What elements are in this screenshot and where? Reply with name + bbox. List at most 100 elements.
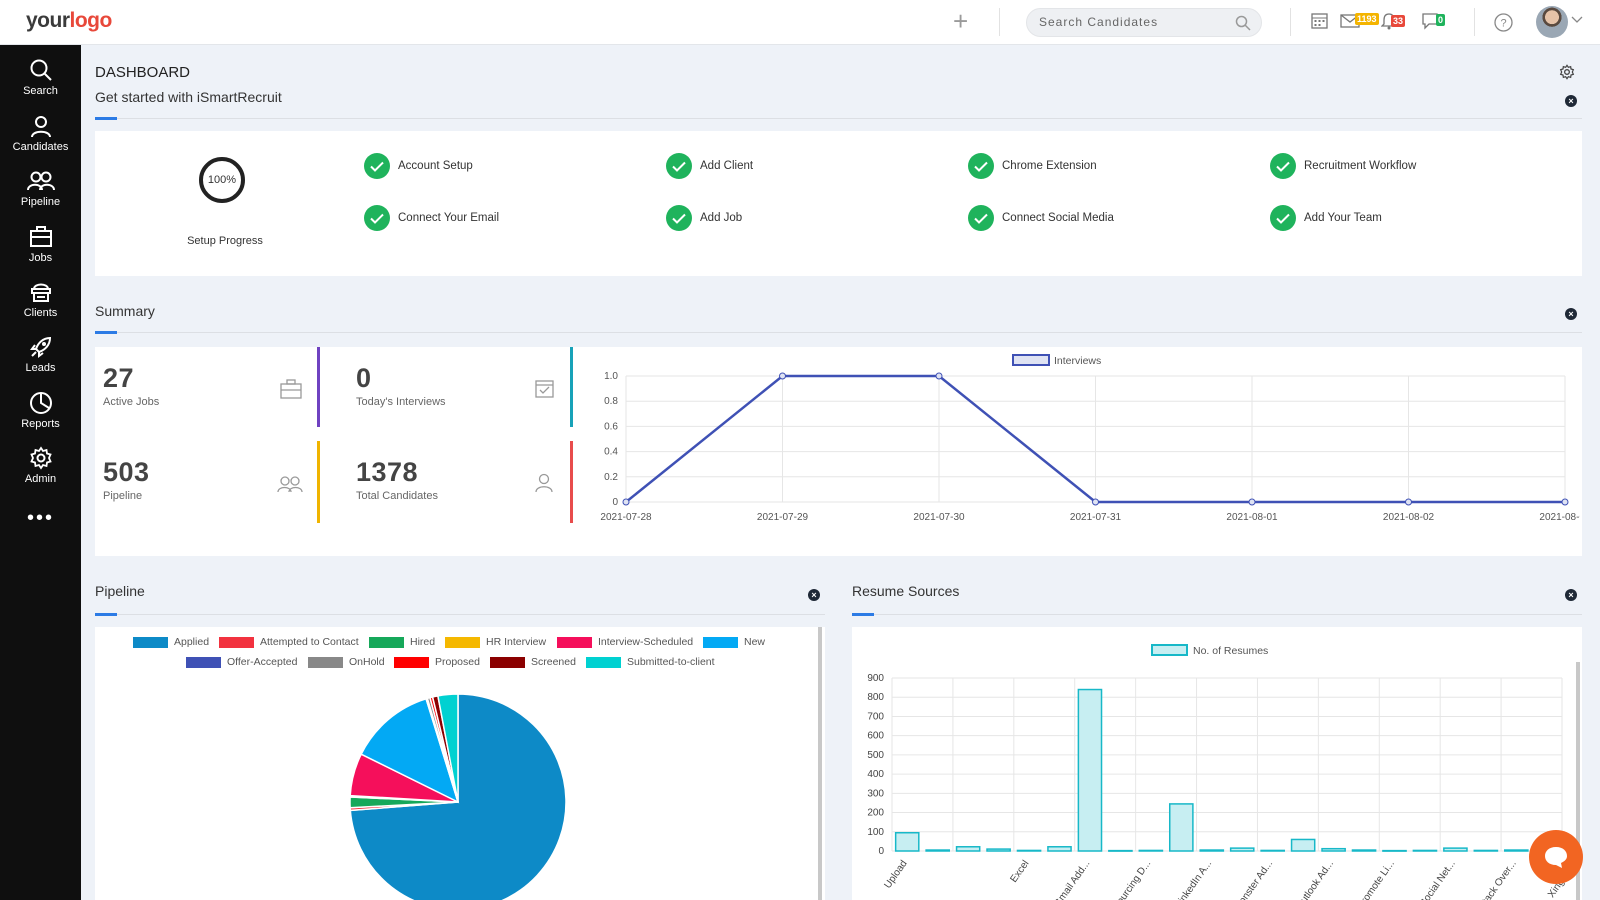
bar[interactable] [1168,803,1194,852]
legend-item[interactable]: HR Interview [445,636,546,648]
check-circle-icon [364,205,390,231]
sidebar-item-clients[interactable]: Clients [0,277,81,329]
bar[interactable] [1016,849,1042,852]
setup-progress-label: Setup Progress [187,235,263,247]
x-tick-label: Stack Over... [1477,858,1519,900]
data-point[interactable] [1561,498,1569,506]
bar[interactable] [1503,849,1529,852]
bar[interactable] [1260,849,1286,852]
legend-item[interactable]: Submitted-to-client [586,656,715,668]
search-icon[interactable] [1235,15,1251,31]
sidebar-item-candidates[interactable]: Candidates [0,111,81,163]
setup-step[interactable]: Connect Social Media [968,205,1114,231]
avatar[interactable] [1536,6,1568,38]
bar[interactable] [1443,847,1468,852]
bar[interactable] [986,848,1011,852]
setup-step[interactable]: Connect Your Email [364,205,499,231]
setup-step[interactable]: Account Setup [364,153,473,179]
data-point[interactable] [1092,498,1099,506]
more-menu-button[interactable]: ••• [26,507,54,529]
pipeline-scrollbar[interactable] [818,627,822,900]
sidebar-item-reports[interactable]: Reports [0,388,81,440]
legend-item[interactable]: Interview-Scheduled [557,636,693,648]
legend-item[interactable]: Screened [490,656,576,668]
x-tick-label: LinkedIn A... [1174,858,1215,900]
divider [999,8,1000,36]
bar[interactable] [1047,846,1072,852]
chevron-down-icon[interactable] [1571,16,1583,24]
pie-slice[interactable] [437,693,459,803]
setup-step-label: Account Setup [398,160,473,172]
legend-item[interactable]: New [703,636,765,648]
data-point[interactable] [622,498,630,506]
setup-step[interactable]: Add Job [666,205,742,231]
close-summary-icon[interactable]: × [1565,308,1577,320]
sidebar-item-leads[interactable]: Leads [0,332,81,384]
legend-item[interactable]: Proposed [394,656,480,668]
resume-sources-panel: 0 100 200 300 400 500 600 700 800 900 Upload Excel G… [852,627,1582,900]
close-pipeline-icon[interactable]: × [808,589,820,601]
legend-item[interactable]: Attempted to Contact [219,636,359,648]
bar[interactable] [1351,849,1377,852]
stat-todays-interviews[interactable]: 0 Today's Interviews [356,363,446,408]
bar[interactable] [1412,849,1438,852]
bar[interactable] [1290,838,1316,852]
sidebar-item-admin[interactable]: Admin [0,443,81,495]
stat-total-candidates[interactable]: 1378 Total Candidates [356,457,438,502]
summary-underline [95,331,117,334]
bar[interactable] [1138,849,1164,852]
bar[interactable] [1473,849,1499,852]
stat-active-jobs[interactable]: 27 Active Jobs [103,363,160,408]
data-point[interactable] [1405,498,1412,506]
data-point[interactable] [1248,498,1256,506]
bar[interactable] [955,846,981,852]
mail-count-badge: 1193 [1355,13,1379,25]
settings-gear-icon[interactable] [1559,64,1575,80]
legend-label: Offer-Accepted [227,656,298,668]
top-bar: yourlogo + 1193 33 0 ? [0,0,1600,45]
close-resume-sources-icon[interactable]: × [1565,589,1577,601]
bar[interactable] [1077,688,1103,852]
setup-step[interactable]: Add Your Team [1270,205,1382,231]
legend-label[interactable]: Interviews [1054,355,1101,367]
stat-pipeline[interactable]: 503 Pipeline [103,457,150,502]
setup-step[interactable]: Chrome Extension [968,153,1097,179]
divider [1474,8,1475,36]
sidebar-item-search[interactable]: Search [0,55,81,107]
rocket-icon [29,336,51,358]
legend-label[interactable]: No. of Resumes [1193,645,1268,657]
close-setup-icon[interactable]: × [1565,95,1577,107]
live-chat-button[interactable] [1529,830,1583,884]
legend-swatch [445,636,480,648]
data-point[interactable] [779,372,786,380]
bar[interactable] [1229,847,1255,852]
y-tick-label: 600 [867,731,884,742]
sidebar-item-pipeline[interactable]: Pipeline [0,166,81,218]
calendar-icon[interactable] [1311,12,1328,29]
bar[interactable] [1321,847,1346,852]
legend-label: HR Interview [486,636,547,648]
add-new-button[interactable]: + [953,6,969,36]
bar[interactable] [1382,849,1407,852]
setup-step[interactable]: Add Client [666,153,753,179]
setup-step[interactable]: Recruitment Workflow [1270,153,1416,179]
resume-sources-scrollbar[interactable] [1576,662,1580,900]
logo[interactable]: yourlogo [26,9,112,32]
bar[interactable] [894,831,920,852]
bar[interactable] [925,849,951,852]
bar[interactable] [1108,849,1133,852]
user-icon [535,473,553,493]
legend-item[interactable]: OnHold [308,656,385,668]
pipeline-underline [95,613,117,616]
legend-item[interactable]: Hired [369,636,435,648]
x-tick-label: 2021-07-29 [757,512,809,523]
legend-item[interactable]: Offer-Accepted [186,656,297,668]
search-input[interactable] [1039,15,1229,29]
resume-sources-title: Resume Sources [852,583,960,599]
legend-item[interactable]: Applied [133,636,209,648]
data-point[interactable] [935,372,943,380]
help-icon[interactable]: ? [1494,13,1513,32]
y-tick-label: 300 [867,788,884,799]
sidebar-item-jobs[interactable]: Jobs [0,222,81,274]
bar[interactable] [1199,849,1225,852]
